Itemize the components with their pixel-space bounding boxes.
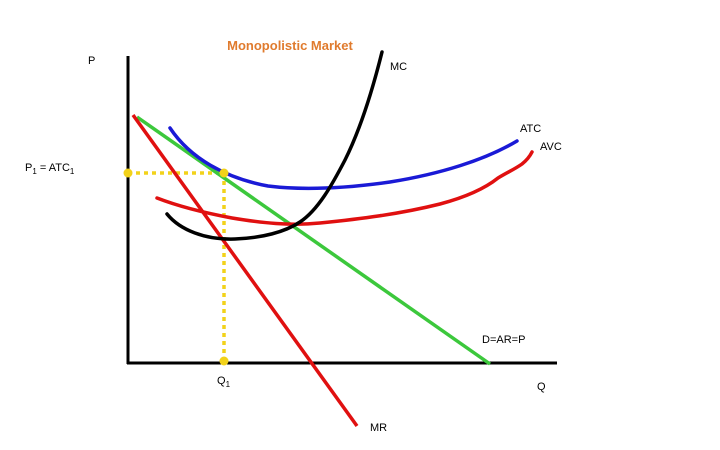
diagram-title: Monopolistic Market xyxy=(227,38,353,53)
mc-label: MC xyxy=(390,61,407,73)
x-axis-label: Q xyxy=(537,381,546,393)
atc-label: ATC xyxy=(520,123,541,135)
demand-label: D=AR=P xyxy=(482,334,525,346)
y-axis-label: P xyxy=(88,55,95,67)
price-axis-point xyxy=(123,168,133,178)
quantity-level-label: Q1 xyxy=(217,375,231,389)
equilibrium-point xyxy=(219,168,229,178)
price-level-label: P1 = ATC1 xyxy=(25,162,75,176)
atc-curve xyxy=(168,126,519,191)
avc-curve xyxy=(155,150,534,226)
demand-curve xyxy=(135,115,492,366)
mc-curve xyxy=(165,50,384,241)
mr-curve xyxy=(131,113,359,428)
avc-label: AVC xyxy=(540,141,562,153)
mr-label: MR xyxy=(370,422,387,434)
quantity-axis-point xyxy=(219,356,229,366)
